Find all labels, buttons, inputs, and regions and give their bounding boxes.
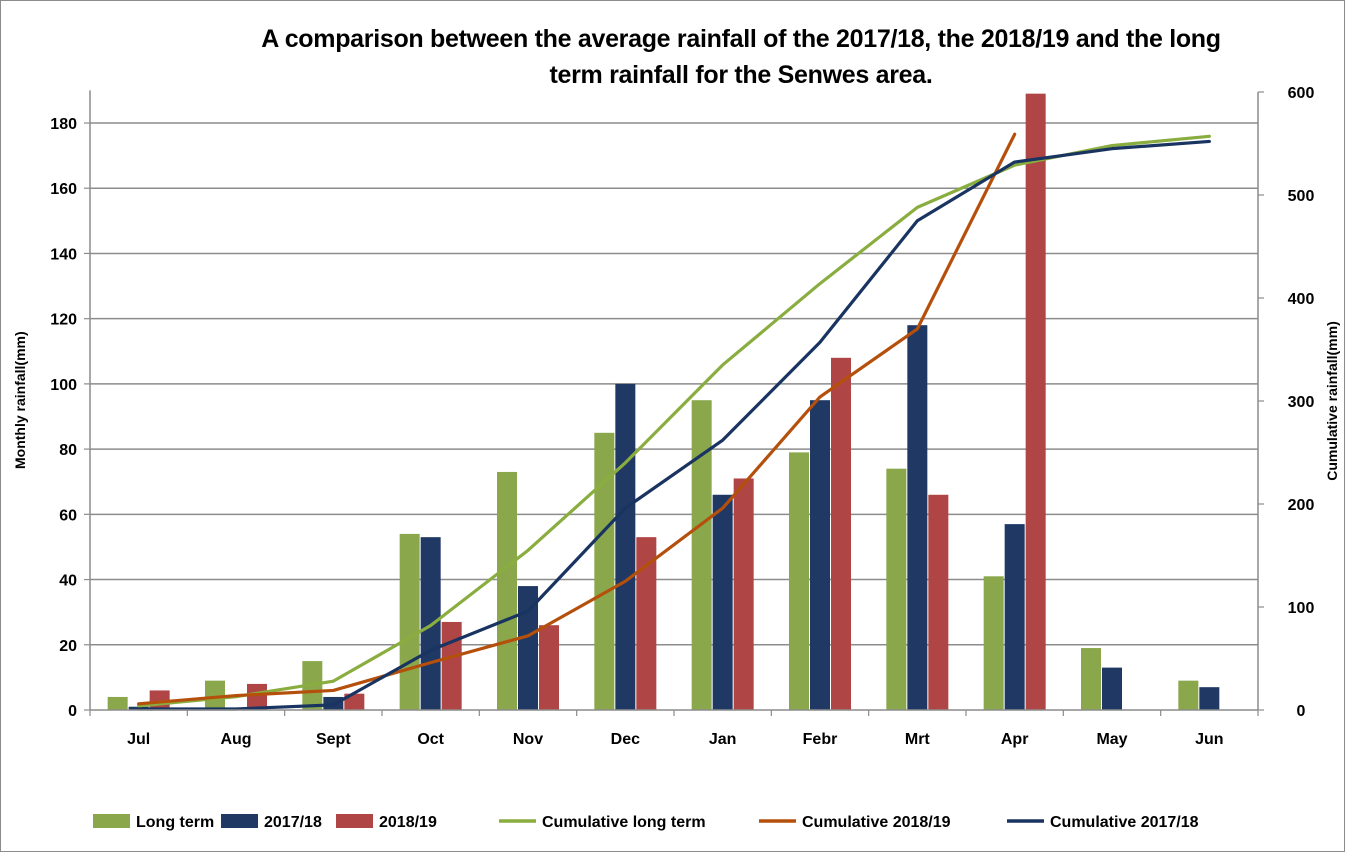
bar-2017-18 [712,494,733,710]
legend-swatch-icon [93,814,130,828]
chart-title-line-1: A comparison between the average rainfal… [261,25,1221,53]
legend-label: 2018/19 [379,814,437,831]
legend-item: Cumulative 2017/18 [1007,814,1199,831]
bar-2018-19 [247,683,267,710]
bar-long-term [205,680,225,710]
line-cumulative-2018-19 [137,132,1017,706]
bar-long-term [399,533,420,710]
bar-long-term [594,432,615,710]
legend-swatch-icon [336,814,373,828]
right-tick-label: 0 [1297,703,1306,720]
x-tick-label: Jun [1195,731,1223,748]
line-cumulative-2017-18 [137,139,1211,711]
left-axis-title: Monthly rainfall(mm) [12,331,28,469]
legend-item: Cumulative 2018/19 [759,814,951,831]
x-tick-label: Febr [803,731,838,748]
right-tick-label: 500 [1288,188,1315,205]
bar-2017-18 [615,383,636,710]
x-tick-label: Apr [1001,731,1029,748]
axes: 0 20 40 60 80 100 120 140 160 180 0 100 200 300 400 500… [12,85,1340,748]
left-tick-label: 100 [50,377,77,394]
legend-item: Long term [93,814,214,831]
right-tick-label: 100 [1288,600,1315,617]
bar-2017-18 [1004,524,1025,710]
bar-2018-19 [733,478,754,710]
cumulative-lines [137,132,1211,711]
left-tick-label: 160 [50,181,77,198]
bar-long-term [1178,680,1199,710]
bar-long-term [691,400,712,710]
x-tick-label: May [1096,731,1127,748]
bar-2018-19 [928,494,949,710]
right-tick-label: 300 [1288,394,1315,411]
bar-2017-18 [518,586,538,710]
bar-long-term [1081,648,1101,710]
x-tick-label: Nov [513,731,543,748]
bar-2017-18 [907,325,928,710]
x-tick-label: Mrt [905,731,931,748]
bar-2018-19 [539,625,559,710]
bar-2018-19 [1025,93,1046,710]
legend-item: 2017/18 [221,814,322,831]
legend-item: Cumulative long term [499,814,706,831]
right-tick-label: 200 [1288,497,1315,514]
right-tick-label: 400 [1288,291,1315,308]
x-tick-label: Jan [709,731,737,748]
bar-long-term [497,471,517,710]
chart-title-line-2: term rainfall for the Senwes area. [549,61,933,89]
legend-label: Cumulative 2017/18 [1050,814,1199,831]
bar-2018-19 [344,693,365,710]
bar-long-term [983,576,1004,710]
x-tick-label: Jul [127,731,150,748]
left-tick-label: 80 [59,442,77,459]
legend-swatch-icon [221,814,258,828]
legend-label: 2017/18 [264,814,322,831]
left-tick-label: 140 [50,246,77,263]
bar-long-term [107,696,128,710]
left-tick-label: 0 [68,703,77,720]
bar-long-term [789,452,809,710]
x-tick-label: Aug [220,731,251,748]
left-tick-label: 180 [50,116,77,133]
right-tick-label: 600 [1288,85,1315,102]
bar-2017-18 [1199,687,1220,710]
bar-2018-19 [441,621,462,710]
chart-title: A comparison between the average rainfal… [151,21,1331,93]
legend: Long term 2017/18 2018/19 Cumulative long t… [93,814,1199,831]
x-tick-label: Oct [417,731,444,748]
legend-label: Cumulative long term [542,814,706,831]
x-tick-label: Dec [611,731,640,748]
left-tick-label: 120 [50,312,77,329]
left-tick-label: 40 [59,573,77,590]
bar-2017-18 [1102,667,1122,710]
legend-label: Long term [136,814,214,831]
right-axis-title: Cumulative rainfall(mm) [1324,321,1340,480]
legend-label: Cumulative 2018/19 [802,814,951,831]
x-tick-label: Sept [316,731,351,748]
legend-item: 2018/19 [336,814,437,831]
bars [107,93,1220,710]
bar-long-term [886,468,907,710]
bar-2018-19 [636,537,657,710]
bar-2017-18 [810,400,830,710]
gridlines [90,122,1258,646]
bar-2018-19 [831,357,851,710]
left-tick-label: 60 [59,507,77,524]
line-cumulative-long-term [137,134,1211,708]
left-tick-label: 20 [59,638,77,655]
